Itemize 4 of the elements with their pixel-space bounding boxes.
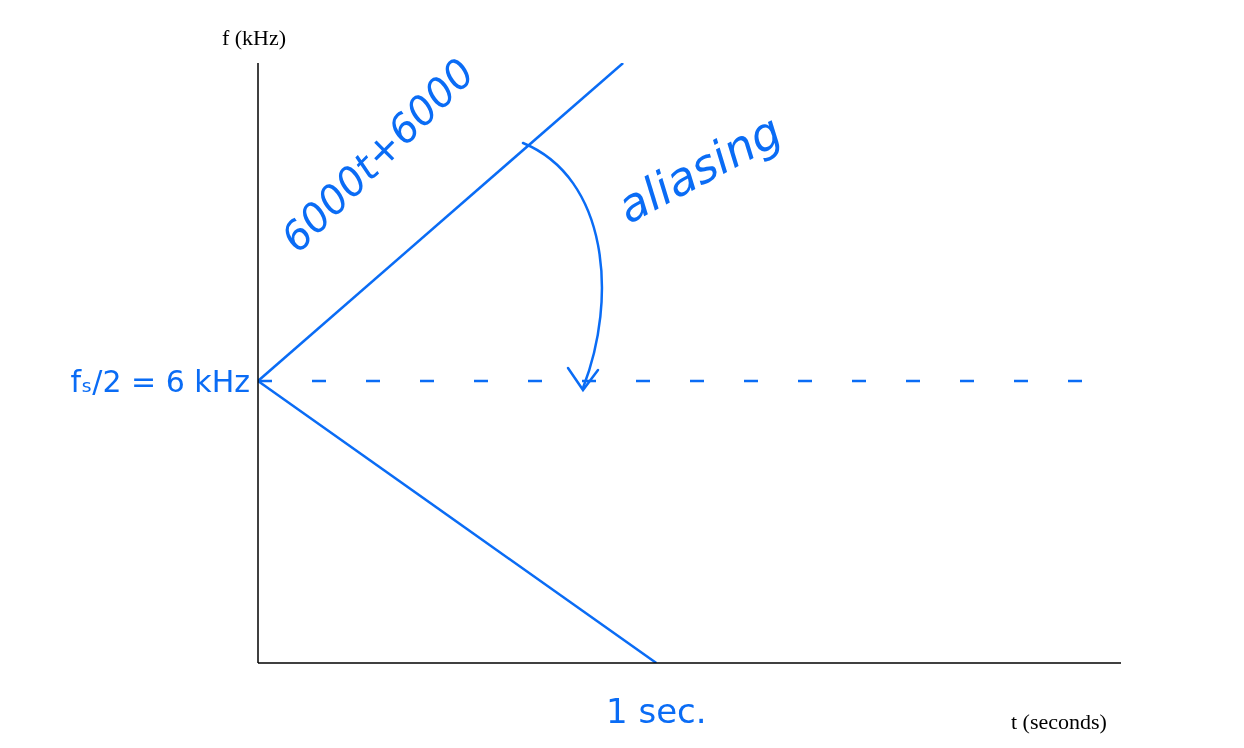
x-axis-title: t (seconds) bbox=[1011, 708, 1107, 734]
text: fₛ/2 = 6 kHz bbox=[70, 364, 250, 399]
y-axis-title: f (kHz) bbox=[221, 25, 287, 50]
text: 1 sec. bbox=[606, 691, 707, 731]
